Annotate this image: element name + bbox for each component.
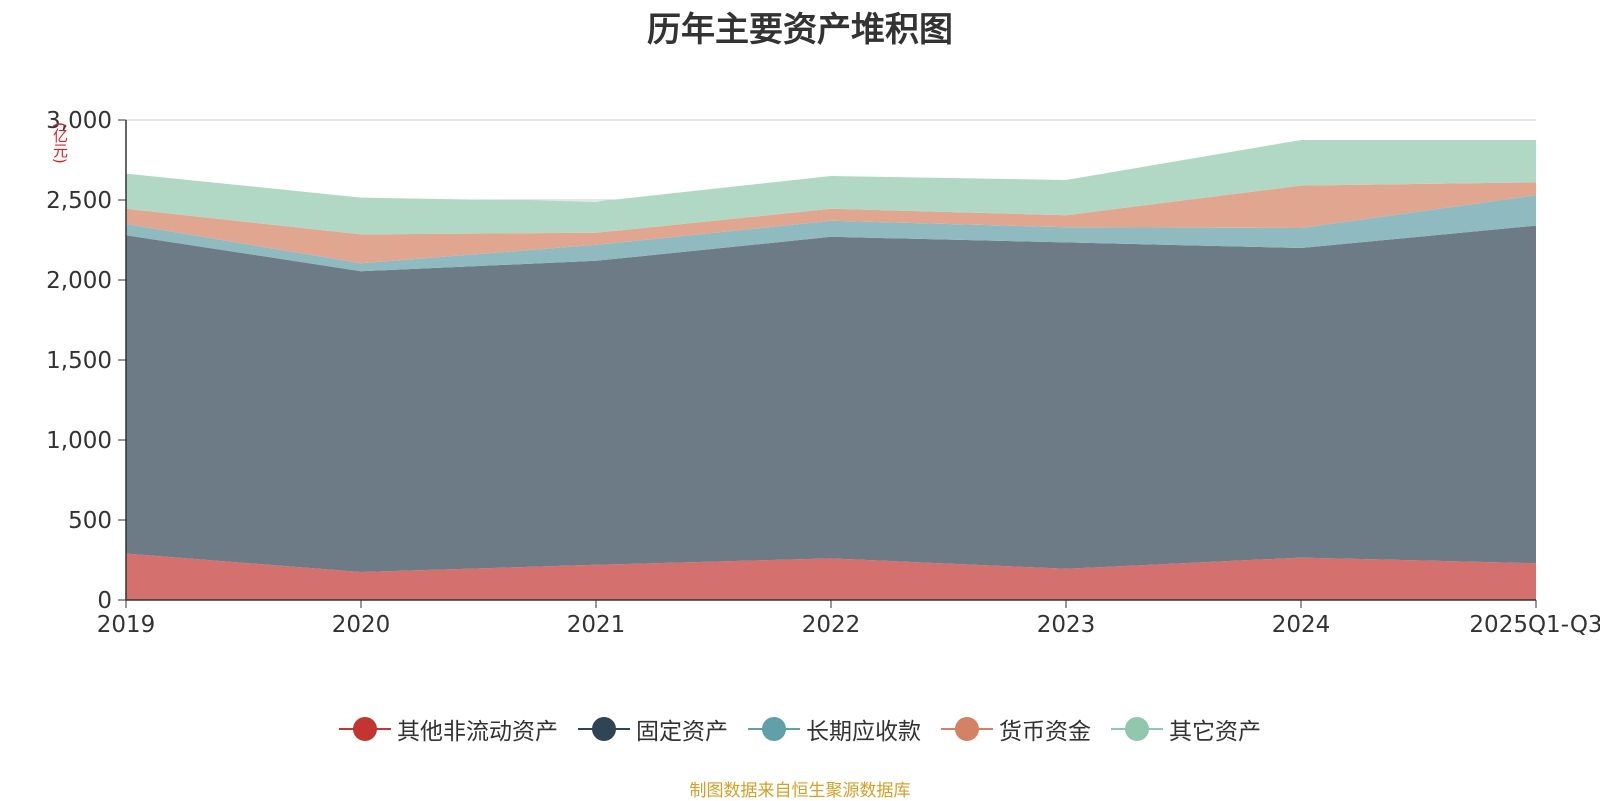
y-tick-label: 1,500 [46, 348, 112, 374]
legend-item[interactable]: 其他非流动资产 [339, 712, 558, 746]
axis-layer: 0 500 1,000 1,500 2,000 2,500 3,000 2019 2020 202… [46, 108, 1600, 638]
legend-label: 货币资金 [999, 719, 1091, 745]
legend-marker-icon [1111, 716, 1163, 742]
y-tick-label: 0 [97, 588, 112, 614]
area-layer [126, 140, 1536, 600]
x-tick-label: 2019 [97, 612, 156, 638]
y-tick-label: 3,000 [46, 108, 112, 134]
legend-marker-icon [578, 716, 630, 742]
area-series-0 [126, 553, 1536, 600]
source-note: 制图数据来自恒生聚源数据库 [689, 781, 911, 801]
legend-marker-icon [339, 716, 391, 742]
area-series-2 [126, 195, 1536, 272]
legend-label: 其它资产 [1169, 719, 1261, 745]
x-tick-label: 2025Q1-Q3 [1469, 612, 1600, 638]
area-series-3 [126, 182, 1536, 264]
legend-item[interactable]: 其它资产 [1111, 712, 1261, 746]
legend-item[interactable]: 长期应收款 [748, 712, 921, 746]
legend-marker-icon [748, 716, 800, 742]
legend: 其他非流动资产 固定资产 长期应收款 货币资金 其它资产 [0, 712, 1600, 746]
chart-title: 历年主要资产堆积图 [647, 10, 953, 50]
y-tick-label: 2,000 [46, 268, 112, 294]
legend-label: 固定资产 [636, 719, 728, 745]
legend-marker-icon [941, 716, 993, 742]
x-tick-label: 2021 [567, 612, 626, 638]
y-tick-label: 2,500 [46, 188, 112, 214]
area-series-4 [126, 140, 1536, 235]
legend-item[interactable]: 货币资金 [941, 712, 1091, 746]
x-tick-label: 2024 [1272, 612, 1331, 638]
x-tick-label: 2023 [1037, 612, 1096, 638]
x-tick-label: 2020 [332, 612, 391, 638]
legend-label: 其他非流动资产 [397, 719, 558, 745]
area-series-1 [126, 225, 1536, 572]
legend-item[interactable]: 固定资产 [578, 712, 728, 746]
y-tick-label: 500 [68, 508, 112, 534]
y-axis-unit-label: (亿元) [51, 122, 69, 164]
x-tick-label: 2022 [802, 612, 861, 638]
y-tick-label: 1,000 [46, 428, 112, 454]
legend-label: 长期应收款 [806, 719, 921, 745]
